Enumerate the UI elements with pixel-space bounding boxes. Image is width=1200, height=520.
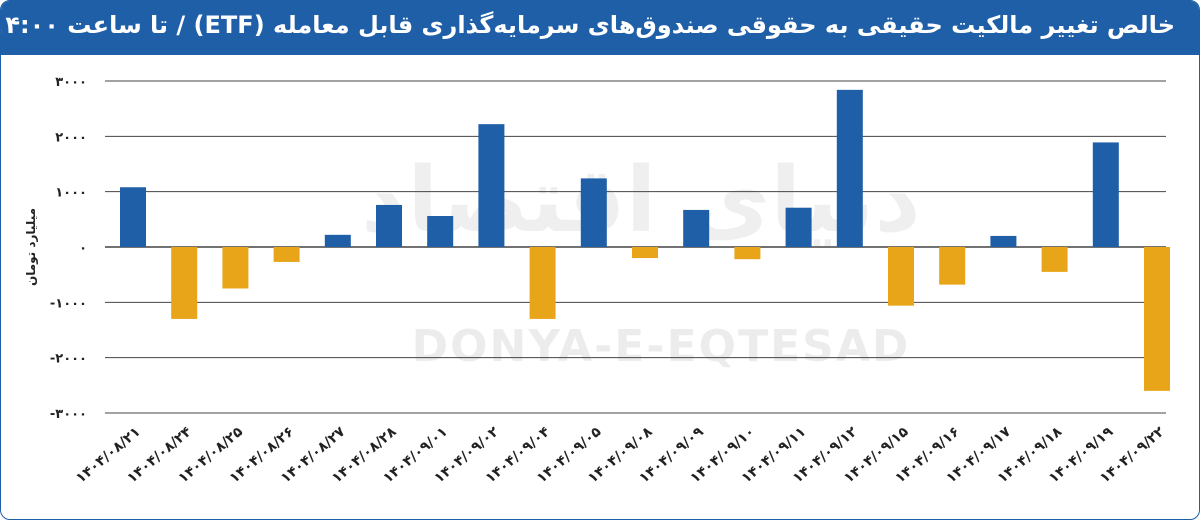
- bar: [580, 178, 607, 247]
- bar: [427, 216, 454, 247]
- bar: [888, 247, 914, 306]
- bar: [120, 187, 146, 247]
- y-tick-label: ۱۰۰۰: [55, 186, 87, 201]
- watermark-persian: دنیای اقتصاد: [361, 148, 921, 253]
- bar: [1041, 247, 1068, 272]
- bar: [529, 247, 556, 319]
- bar: [478, 124, 505, 247]
- bar: [939, 247, 966, 285]
- bar: [1144, 247, 1170, 391]
- bar: [1092, 142, 1119, 247]
- y-axis-ticks: ۳۰۰۰ ۲۰۰۰ ۱۰۰۰ ۰ -۱۰۰۰ -۲۰۰۰ -۳۰۰۰: [50, 75, 87, 422]
- bar: [990, 235, 1017, 247]
- bar: [836, 89, 863, 247]
- x-axis-ticks: ۱۴۰۴/۰۸/۲۱۱۴۰۴/۰۸/۲۴۱۴۰۴/۰۸/۲۵۱۴۰۴/۰۸/۲۶…: [73, 424, 1168, 487]
- bars: [120, 89, 1170, 391]
- chart-title: خالص تغییر مالکیت حقیقی به حقوقی صندوق‌ه…: [1, 11, 1175, 39]
- bar: [324, 234, 351, 247]
- bar: [683, 209, 710, 247]
- bar: [734, 247, 761, 260]
- y-tick-label: ۲۰۰۰: [55, 130, 87, 145]
- y-tick-label: ۳۰۰۰: [55, 75, 87, 90]
- bar: [632, 247, 658, 259]
- bar: [785, 207, 812, 247]
- watermark-latin: DONYA-E-EQTESAD: [412, 321, 911, 372]
- y-tick-label: ۰: [79, 241, 87, 256]
- y-tick-label: -۲۰۰۰: [50, 352, 87, 367]
- bar: [222, 247, 249, 289]
- bar: [273, 247, 300, 262]
- y-tick-label: -۱۰۰۰: [50, 296, 87, 311]
- chart-header: خالص تغییر مالکیت حقیقی به حقوقی صندوق‌ه…: [1, 1, 1199, 55]
- bar: [376, 204, 402, 247]
- bar: [171, 247, 198, 319]
- y-axis-label: میلیارد تومان: [24, 208, 39, 286]
- y-tick-label: -۳۰۰۰: [50, 407, 87, 422]
